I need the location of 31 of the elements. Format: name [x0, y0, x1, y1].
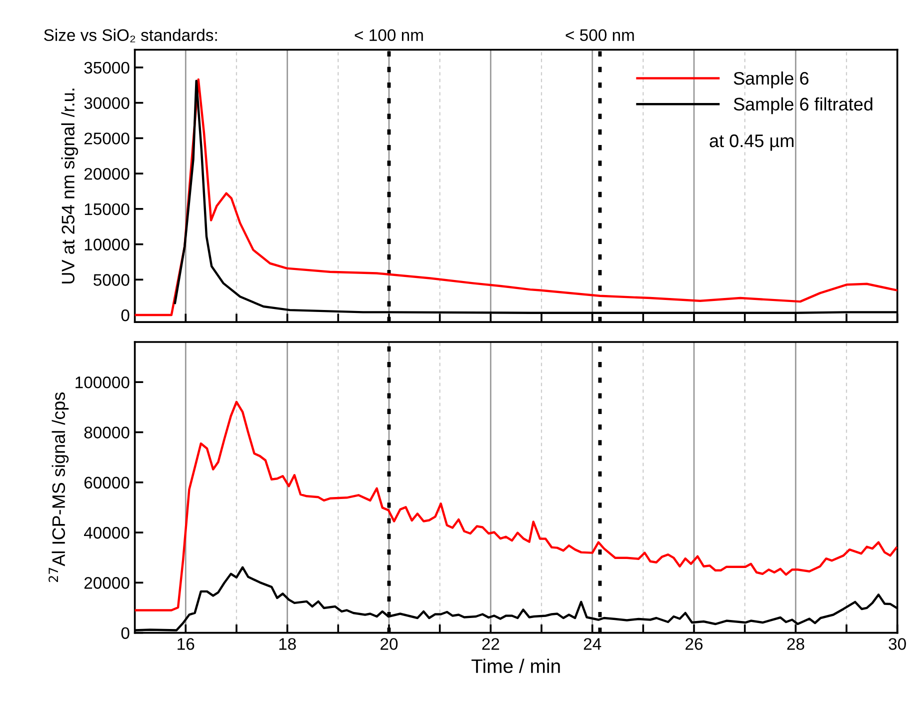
y-tick-label: 25000 [84, 132, 130, 144]
annotation: at 0.45 µm [710, 134, 794, 151]
x-tick-label: 26 [686, 638, 703, 650]
y-tick-label: 30000 [84, 97, 130, 110]
x-tick-label: 20 [380, 638, 398, 650]
y-tick-label: 40000 [84, 526, 130, 539]
ref-line-label: < 100 nm [354, 29, 423, 42]
x-tick-label: 30 [888, 638, 906, 650]
y-tick-label: 5000 [94, 274, 130, 286]
ref-line-label: < 500 nm [566, 29, 634, 42]
y-tick-label: 100000 [76, 376, 130, 388]
y-tick-label: 0 [121, 309, 130, 322]
y-tick-label: 20000 [84, 577, 130, 589]
x-axis-title: Time / min [472, 658, 560, 674]
y-tick-label: 10000 [84, 238, 130, 250]
x-tick-label: 24 [584, 638, 602, 650]
y-tick-label: 0 [121, 627, 130, 639]
y-tick-label: 80000 [84, 426, 130, 438]
chart-title: Size vs SiO₂ standards: [44, 28, 217, 42]
legend-label: Sample 6 [734, 71, 808, 88]
legend-label: Sample 6 filtrated [734, 97, 872, 114]
x-tick-label: 16 [178, 638, 194, 650]
x-tick-label: 28 [787, 638, 804, 650]
y-tick-label: 35000 [84, 62, 130, 74]
x-tick-label: 22 [482, 638, 500, 650]
y-axis-title: $^{27}$Al ICP-MS signal /cps [48, 392, 69, 582]
y-axis-title: UV at 254 nm signal /r.u. [61, 88, 78, 284]
x-tick-label: 18 [279, 638, 296, 650]
y-tick-label: 15000 [84, 203, 130, 216]
y-tick-label: 20000 [84, 168, 130, 180]
y-tick-label: 60000 [84, 476, 130, 489]
